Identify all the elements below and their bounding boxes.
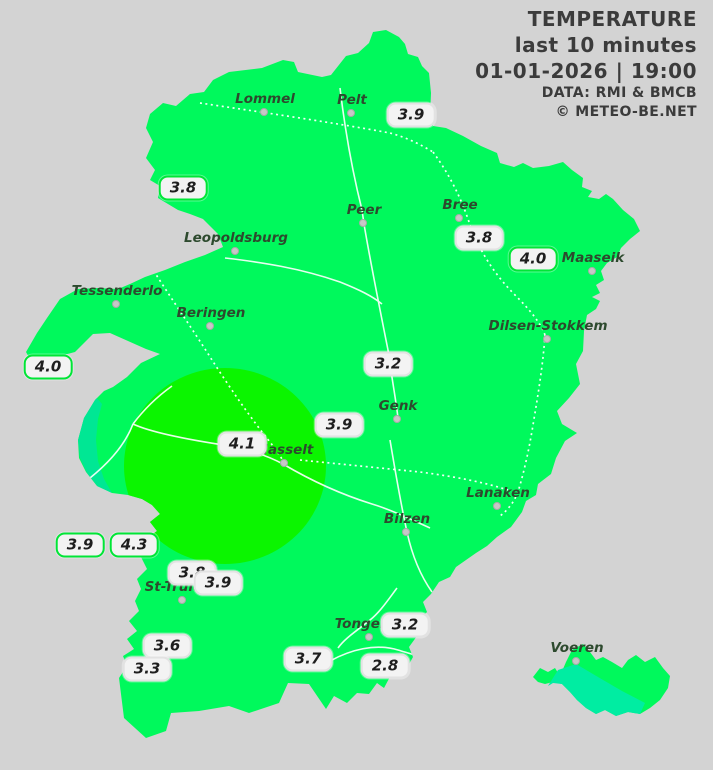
temperature-label: 3.8 [454,225,504,251]
temperature-label: 3.8 [158,175,208,201]
border-lines [141,102,546,517]
city-label: Tessenderlo [71,283,163,299]
city-label: Beringen [176,305,246,321]
city-label: Bilzen [383,511,431,527]
city-dot [206,322,214,330]
city-dot [455,214,463,222]
city-label: Genk [378,398,418,414]
city-label: Pelt [337,92,367,108]
city-dot [543,335,551,343]
city-dot [572,657,580,665]
city-label: Bree [442,197,478,213]
city-dot [260,108,268,116]
city-dot [493,502,501,510]
city-label: Peer [346,202,382,218]
temperature-label: 4.1 [217,431,267,457]
map-header: TEMPERATURE last 10 minutes 01-01-2026 |… [475,6,697,122]
temperature-label: 4.3 [109,532,159,558]
temperature-label: 2.8 [360,653,410,679]
page-title: TEMPERATURE [527,7,697,31]
warm-zone [124,368,326,564]
header-data-source: DATA: RMI & BMCB [541,85,697,101]
city-label: Hasselt [256,442,314,458]
temperature-label: 3.7 [283,646,333,672]
temperature-label: 4.0 [23,354,73,380]
city-dot [231,247,239,255]
temperature-label: 3.2 [363,351,413,377]
temperature-label: 4.0 [508,246,558,272]
city-dot [359,219,367,227]
city-dot [347,109,355,117]
temperature-label: 3.9 [314,412,364,438]
city-label: Lommel [235,91,295,107]
temperature-label: 3.3 [122,656,172,682]
voeren-cool-zone [548,664,645,716]
city-dot [588,267,596,275]
city-dot [393,415,401,423]
city-label: Dilsen-Stokkem [488,318,608,334]
temperature-label: 3.9 [55,532,105,558]
city-dot [178,596,186,604]
city-label: Leopoldsburg [184,230,288,246]
temperature-label: 3.9 [386,102,436,128]
header-credit: © METEO-BE.NET [555,104,697,120]
city-label: Voeren [550,640,604,656]
temperature-label: 3.6 [142,633,192,659]
city-dot [365,633,373,641]
city-dot [402,528,410,536]
cool-sliver [78,396,112,493]
city-label: Maaseik [561,250,625,266]
city-dot [280,459,288,467]
temperature-label: 3.2 [380,612,430,638]
header-datetime: 01-01-2026 | 19:00 [475,59,697,83]
city-label: Lanaken [466,485,530,501]
city-dot [112,300,120,308]
temperature-label: 3.9 [193,570,243,596]
header-subtitle: last 10 minutes [514,33,697,57]
